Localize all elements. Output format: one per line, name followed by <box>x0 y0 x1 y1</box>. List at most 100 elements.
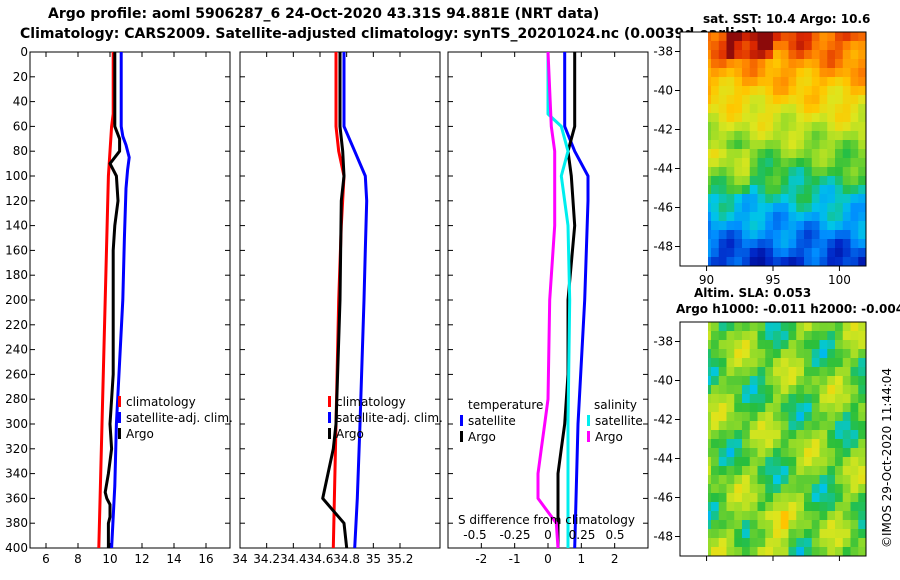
map-1-field <box>680 32 867 267</box>
depth-tick-label: 160 <box>5 243 28 257</box>
map-1-ytick-label: -38 <box>653 45 673 59</box>
panel-3-s-tick-label: -0.5 <box>463 528 486 542</box>
header-line-2: Climatology: CARS2009. Satellite-adjuste… <box>20 26 758 42</box>
map-1-nodata <box>680 32 708 266</box>
legend-marker <box>328 412 331 423</box>
panel-2-xtick-label: 34.8 <box>333 552 360 566</box>
depth-tick-label: 400 <box>5 541 28 555</box>
depth-tick-label: 220 <box>5 318 28 332</box>
depth-tick-label: 180 <box>5 268 28 282</box>
legend-label-2: climatology <box>336 395 406 409</box>
panel-3-xtick-label: -1 <box>509 552 521 566</box>
sst-map-title: sat. SST: 10.4 Argo: 10.6 <box>703 12 871 26</box>
depth-tick-label: 240 <box>5 343 28 357</box>
legend-marker <box>587 431 590 442</box>
panel-2-xtick-label: 34.6 <box>307 552 334 566</box>
depth-tick-label: 80 <box>13 144 28 158</box>
map-2-ytick-label: -46 <box>653 491 673 505</box>
panel-3-s-tick-label: 0 <box>544 528 552 542</box>
map-2-ytick-label: -42 <box>653 413 673 427</box>
panel-3-xtick-label: -2 <box>475 552 487 566</box>
panel-3-xtick-label: 0 <box>544 552 552 566</box>
depth-tick-label: 360 <box>5 491 28 505</box>
map-2-ytick-label: -44 <box>653 452 673 466</box>
panel-3-s-tick-label: -0.25 <box>499 528 530 542</box>
legend-label-1: Argo <box>126 427 154 441</box>
panel-1-xtick-label: 6 <box>42 552 50 566</box>
series-salinity-argo <box>536 51 560 549</box>
map-2-ytick-label: -48 <box>653 530 673 544</box>
legend-marker <box>118 396 121 407</box>
depth-tick-label: 20 <box>13 70 28 84</box>
panel-1-xtick-label: 10 <box>102 552 117 566</box>
panel-3-s-tick-label: 0.25 <box>569 528 596 542</box>
legend-label-1: satellite-adj. clim. <box>126 411 233 425</box>
series-satellite-adj-clim- <box>110 52 131 549</box>
legend-label-salinity: Argo <box>595 430 623 444</box>
legend-marker <box>460 431 463 442</box>
depth-tick-label: 140 <box>5 219 28 233</box>
legend-temperature-heading: temperature <box>468 398 543 412</box>
depth-tick-label: 380 <box>5 516 28 530</box>
panel-3-s-tick-label: 0.5 <box>605 528 624 542</box>
panel-3-xtick-label: 1 <box>578 552 586 566</box>
legend-marker <box>118 412 121 423</box>
depth-tick-label: 40 <box>13 95 28 109</box>
panel-1-xtick-label: 8 <box>74 552 82 566</box>
depth-tick-label: 280 <box>5 392 28 406</box>
series-satellite-adj-clim- <box>342 52 369 549</box>
panel-3-frame <box>447 51 649 549</box>
panel-1-xtick-label: 14 <box>166 552 181 566</box>
panel-2-xtick-label: 34 <box>232 552 247 566</box>
series-argo <box>103 52 122 548</box>
sla-map-title-2: Argo h1000: -0.011 h2000: -0.0046 <box>676 302 900 316</box>
panel-3-xtick-label: 2 <box>611 552 619 566</box>
legend-label-temperature: Argo <box>468 430 496 444</box>
legend-marker <box>460 415 463 426</box>
map-2-nodata <box>680 322 708 556</box>
depth-tick-label: 200 <box>5 293 28 307</box>
legend-salinity-heading: salinity <box>594 398 637 412</box>
map-1-xtick-label: 90 <box>699 273 714 287</box>
map-1-ytick-label: -48 <box>653 240 673 254</box>
series-argo <box>321 52 349 549</box>
legend-marker <box>587 415 590 426</box>
map-2-ytick-label: -38 <box>653 335 673 349</box>
panel-2-xtick-label: 35.2 <box>387 552 414 566</box>
legend-label-temperature: satellite <box>468 414 516 428</box>
panel-3-xlabel: S difference from climatology <box>458 513 635 527</box>
map-1-ytick-label: -46 <box>653 201 673 215</box>
legend-marker <box>118 428 121 439</box>
header-line-1: Argo profile: aoml 5906287_6 24-Oct-2020… <box>48 6 600 22</box>
map-1-xtick-label: 100 <box>828 273 851 287</box>
panel-2-xtick-label: 34.2 <box>253 552 280 566</box>
depth-tick-label: 100 <box>5 169 28 183</box>
legend-label-1: climatology <box>126 395 196 409</box>
legend-marker <box>328 428 331 439</box>
legend-label-2: satellite-adj. clim. <box>336 411 443 425</box>
depth-tick-label: 300 <box>5 417 28 431</box>
legend-label-2: Argo <box>336 427 364 441</box>
map-2-field <box>680 322 867 557</box>
panel-1-xtick-label: 16 <box>198 552 213 566</box>
series-temperature-satellite <box>563 52 590 549</box>
map-1-xtick-label: 95 <box>765 273 780 287</box>
depth-tick-label: 120 <box>5 194 28 208</box>
legend-marker <box>328 396 331 407</box>
legend-label-salinity: satellite <box>595 414 643 428</box>
depth-tick-label: 340 <box>5 467 28 481</box>
map-2-ytick-label: -40 <box>653 374 673 388</box>
depth-tick-label: 260 <box>5 367 28 381</box>
panel-2-xtick-label: 34.4 <box>280 552 307 566</box>
depth-tick-label: 60 <box>13 119 28 133</box>
panel-2-xtick-label: 35 <box>366 552 381 566</box>
map-1-ytick-label: -44 <box>653 162 673 176</box>
sla-map-title-1: Altim. SLA: 0.053 <box>694 286 812 300</box>
panel-1-frame <box>29 51 231 549</box>
map-1-ytick-label: -40 <box>653 84 673 98</box>
depth-tick-label: 0 <box>20 45 28 59</box>
depth-tick-label: 320 <box>5 442 28 456</box>
panel-1-xtick-label: 12 <box>134 552 149 566</box>
map-1-ytick-label: -42 <box>653 123 673 137</box>
